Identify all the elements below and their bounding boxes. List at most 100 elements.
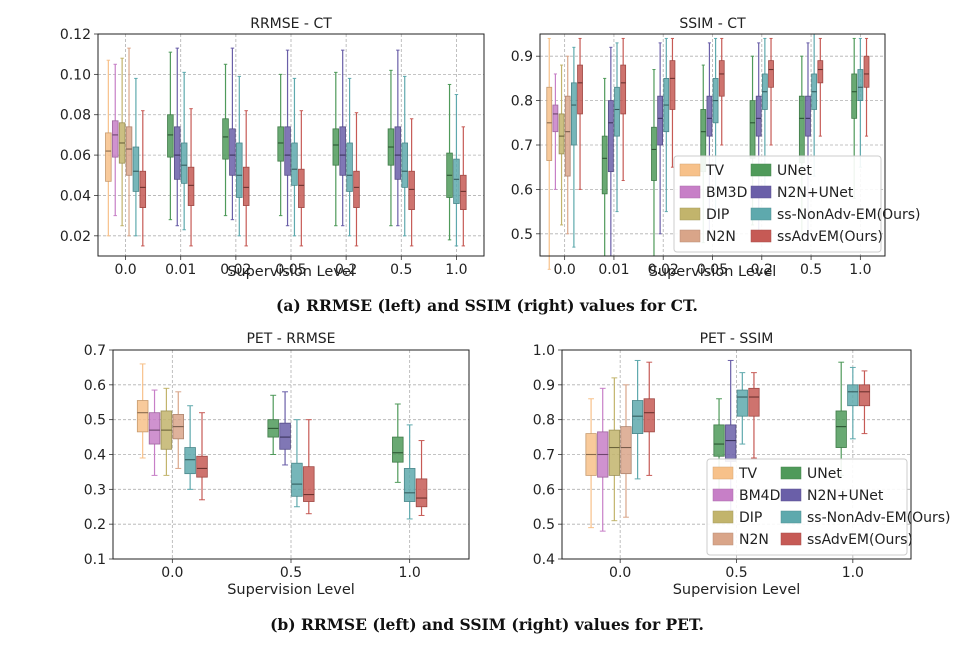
box-ss-nonadv-em — [180, 142, 188, 184]
box-unet — [222, 118, 229, 160]
box-ss-nonadv-em — [132, 146, 140, 192]
legend-swatch — [712, 488, 734, 502]
x-tick-label: 0.02 — [220, 262, 251, 278]
box-ssadvem — [196, 455, 208, 478]
y-tick-label: 0.6 — [533, 482, 555, 498]
legend-label: N2N+UNet — [807, 488, 884, 504]
box-ssadvem — [620, 64, 627, 115]
legend-label: ssAdvEM(Ours) — [777, 229, 883, 245]
x-tick-label: 0.0 — [609, 565, 631, 581]
x-tick-label: 1.0 — [445, 262, 467, 278]
box-n2n-unet — [755, 95, 762, 137]
box-ss-nonadv-em — [571, 82, 577, 146]
y-tick-label: 0.4 — [84, 448, 106, 464]
legend-swatch — [750, 163, 772, 177]
y-tick-label: 0.10 — [60, 67, 91, 83]
plot-frame — [97, 33, 485, 257]
x-tick-label: 0.05 — [275, 262, 306, 278]
chart-title: PET - SSIM — [700, 331, 774, 347]
box-ss-nonadv-em — [403, 468, 416, 502]
box-unet — [835, 410, 847, 448]
x-tick-label: 0.0 — [161, 565, 183, 581]
box-unet — [851, 73, 858, 119]
legend-swatch — [780, 466, 802, 480]
y-tick-label: 0.9 — [511, 49, 533, 65]
y-tick-label: 0.12 — [60, 27, 91, 43]
box-ss-nonadv-em — [632, 400, 644, 434]
legend-frame — [673, 155, 882, 253]
y-tick-label: 0.8 — [511, 94, 533, 110]
x-tick-label: 0.01 — [598, 262, 629, 278]
x-tick-label: 0.05 — [697, 262, 728, 278]
legend-swatch — [679, 185, 701, 199]
box-n2n — [564, 95, 571, 177]
box-ss-nonadv-em — [847, 384, 859, 407]
box-n2n-unet — [607, 100, 614, 173]
box-bm3d — [111, 120, 119, 158]
box-n2n — [125, 126, 133, 176]
x-axis-label: Supervision Level — [673, 582, 801, 598]
legend-label: ss-NonAdv-EM(Ours) — [777, 207, 921, 223]
box-n2n-unet — [229, 128, 236, 176]
box-ss-nonadv-em — [453, 158, 460, 204]
x-axis-label: Supervision Level — [227, 582, 355, 598]
legend-swatch — [712, 532, 734, 546]
box-n2n-unet — [394, 126, 402, 180]
legend-swatch — [712, 466, 734, 480]
box-ssadvem — [718, 60, 725, 97]
x-tick-label: 0.02 — [648, 262, 679, 278]
box-tv — [546, 86, 553, 161]
box-ssadvem — [577, 64, 583, 115]
y-tick-label: 0.5 — [511, 227, 533, 243]
legend-swatch — [679, 163, 701, 177]
box-ss-nonadv-em — [614, 86, 620, 137]
y-tick-label: 0.08 — [60, 108, 91, 124]
box-dip — [608, 429, 620, 476]
y-tick-label: 0.4 — [533, 552, 555, 568]
caption-a: (a) RRMSE (left) and SSIM (right) values… — [276, 296, 698, 315]
box-dip — [558, 113, 565, 155]
box-ssadvem — [187, 166, 195, 206]
plot-frame — [561, 349, 912, 560]
box-ss-nonadv-em — [857, 69, 864, 101]
box-ssadvem — [139, 170, 147, 208]
box-n2n-unet — [174, 126, 181, 180]
box-n2n-unet — [339, 126, 346, 176]
legend-swatch — [679, 207, 701, 221]
chart-rrmse-ct: 0.02 0.04 0.06 0.08 0.10 0.12 0.0 0.01 0.02 0.05 0… — [60, 16, 485, 280]
box-ssadvem — [242, 166, 250, 206]
y-tick-label: 0.5 — [533, 517, 555, 533]
box-ssadvem — [415, 478, 428, 508]
x-axis-label: Supervision Level — [227, 264, 355, 280]
plot-frame — [112, 349, 470, 560]
x-tick-label: 0.5 — [390, 262, 412, 278]
box-n2n — [620, 426, 632, 475]
box-unet — [601, 135, 608, 195]
legend-label: TV — [738, 466, 758, 482]
box-ssadvem — [460, 174, 467, 210]
box-ss-nonadv-em — [291, 462, 303, 497]
y-tick-label: 0.1 — [84, 552, 106, 568]
y-tick-label: 1.0 — [533, 343, 555, 359]
box-n2n-unet — [284, 126, 291, 176]
box-ssadvem — [408, 170, 415, 210]
x-tick-label: 0.0 — [554, 262, 576, 278]
box-ss-nonadv-em — [346, 142, 353, 192]
legend-label: N2N+UNet — [777, 185, 854, 201]
y-tick-label: 0.9 — [533, 378, 555, 394]
legend-swatch — [780, 488, 802, 502]
legend-label: BM3D — [706, 185, 747, 201]
box-n2n-unet — [805, 95, 811, 137]
box-unet — [749, 100, 756, 159]
y-tick-label: 0.8 — [533, 413, 555, 429]
box-unet — [798, 95, 805, 164]
box-ss-nonadv-em — [184, 447, 196, 475]
x-tick-label: 0.01 — [165, 262, 196, 278]
legend-swatch — [780, 510, 802, 524]
x-axis-label: Supervision Level — [649, 264, 777, 280]
legend-label: ssAdvEM(Ours) — [807, 532, 913, 548]
x-tick-label: 0.0 — [114, 262, 136, 278]
legend-swatch — [750, 229, 772, 243]
box-ssadvem — [863, 55, 870, 88]
x-tick-label: 0.5 — [800, 262, 822, 278]
